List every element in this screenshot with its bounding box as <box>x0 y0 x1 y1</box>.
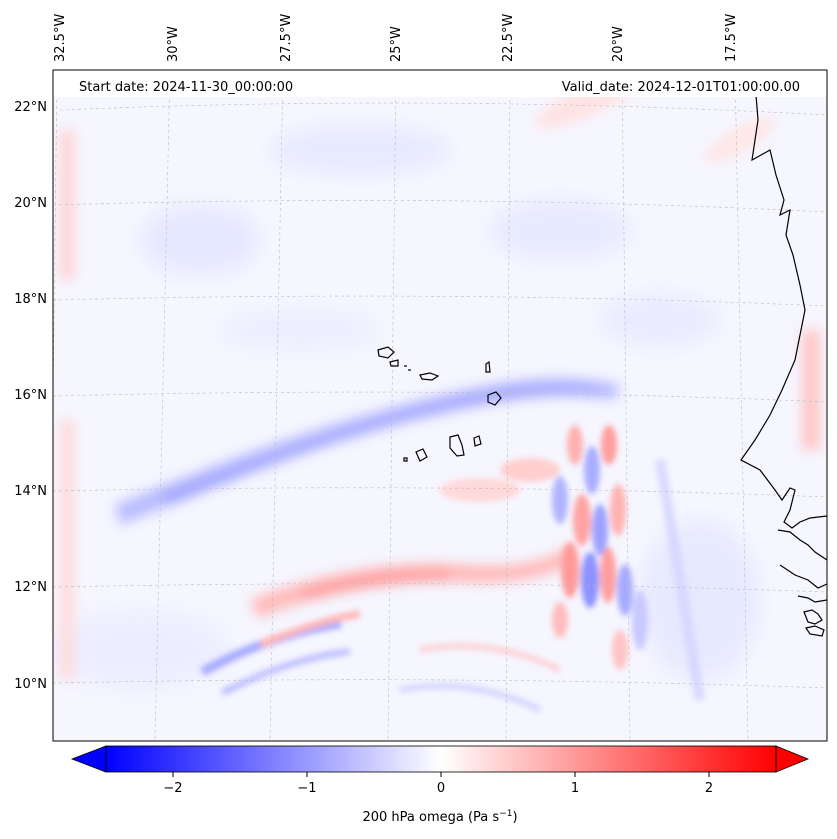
omega-field <box>53 70 827 741</box>
colorbar-label-exponent: −1 <box>499 809 512 819</box>
colorbar-tick-label: 2 <box>705 781 713 796</box>
lat-label-22n: 22°N <box>14 100 47 115</box>
colorbar-label: 200 hPa omega (Pa s−1) <box>362 809 517 825</box>
colorbar-max-extend <box>775 745 810 773</box>
colorbar-min-extend <box>70 745 107 773</box>
longitude-labels: 32.5°W 30°W 27.5°W 25°W 22.5°W 20°W 17.5… <box>53 14 739 62</box>
lon-label-27-5w: 27.5°W <box>279 14 294 62</box>
lat-label-10n: 10°N <box>14 677 47 692</box>
coastlines <box>377 70 827 637</box>
lon-label-25w: 25°W <box>389 26 404 62</box>
colorbar-tick-label: −2 <box>163 781 182 796</box>
valid-date-label: Valid_date: 2024-12-01T01:00:00.00 <box>562 80 800 95</box>
lon-label-20w: 20°W <box>611 26 626 62</box>
colorbar-ticks: −2 −1 0 1 2 <box>163 772 713 796</box>
lat-label-16n: 16°N <box>14 388 47 403</box>
latitude-labels: 22°N 20°N 18°N 16°N 14°N 12°N 10°N <box>14 100 47 692</box>
graticule <box>53 70 827 741</box>
lat-label-20n: 20°N <box>14 196 47 211</box>
lat-label-18n: 18°N <box>14 292 47 307</box>
colorbar-gradient <box>106 746 776 772</box>
map-frame <box>52 69 828 742</box>
lat-label-12n: 12°N <box>14 580 47 595</box>
colorbar-tick-label: 1 <box>571 781 579 796</box>
lon-label-17-5w: 17.5°W <box>724 14 739 62</box>
colorbar: −2 −1 0 1 2 200 hPa omega (Pa s−1) <box>70 745 810 825</box>
lon-label-30w: 30°W <box>166 26 181 62</box>
lat-label-14n: 14°N <box>14 484 47 499</box>
colorbar-tick-label: 0 <box>437 781 445 796</box>
lon-label-32-5w: 32.5°W <box>53 14 68 62</box>
start-date-label: Start date: 2024-11-30_00:00:00 <box>79 80 293 95</box>
lon-label-22-5w: 22.5°W <box>501 14 516 62</box>
colorbar-tick-label: −1 <box>297 781 316 796</box>
